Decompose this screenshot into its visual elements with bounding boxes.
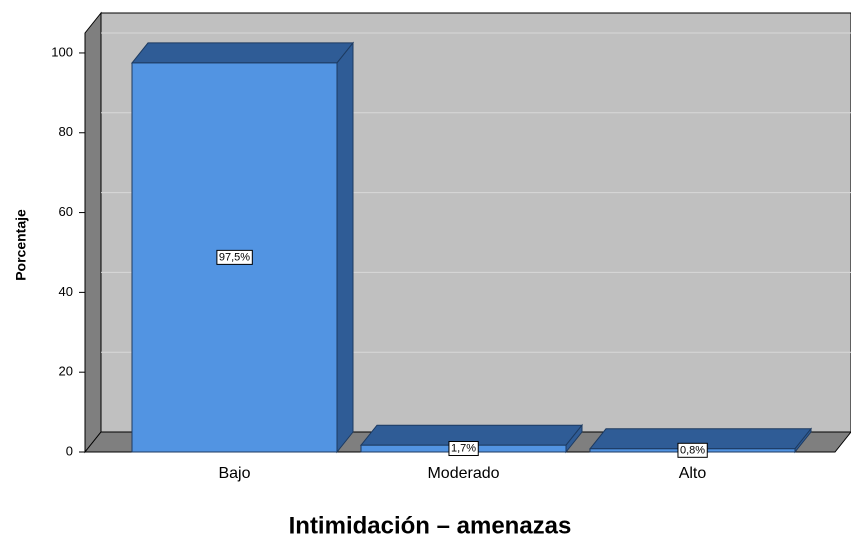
bar-top — [130, 42, 355, 64]
x-tick-label: Moderado — [427, 465, 499, 482]
y-tick-label: 0 — [66, 443, 73, 458]
bar-side — [336, 41, 354, 454]
y-tick-label: 80 — [59, 124, 73, 139]
value-label: 97,5% — [219, 251, 250, 263]
y-tick-label: 100 — [51, 44, 73, 59]
value-label-box — [448, 441, 479, 457]
y-axis-title: Porcentaje — [13, 209, 29, 281]
x-tick-label: Alto — [679, 465, 707, 482]
value-label-box — [677, 442, 708, 458]
y-tick-label: 40 — [59, 284, 73, 299]
x-tick-label: Bajo — [218, 465, 250, 482]
value-label: 0,8% — [680, 444, 705, 456]
x-axis-title: Intimidación – amenazas — [289, 512, 572, 539]
left-wall — [84, 11, 102, 454]
y-tick-label: 20 — [59, 364, 73, 379]
value-label: 1,7% — [451, 443, 476, 455]
value-label-box — [216, 249, 253, 265]
y-tick-label: 60 — [59, 204, 73, 219]
